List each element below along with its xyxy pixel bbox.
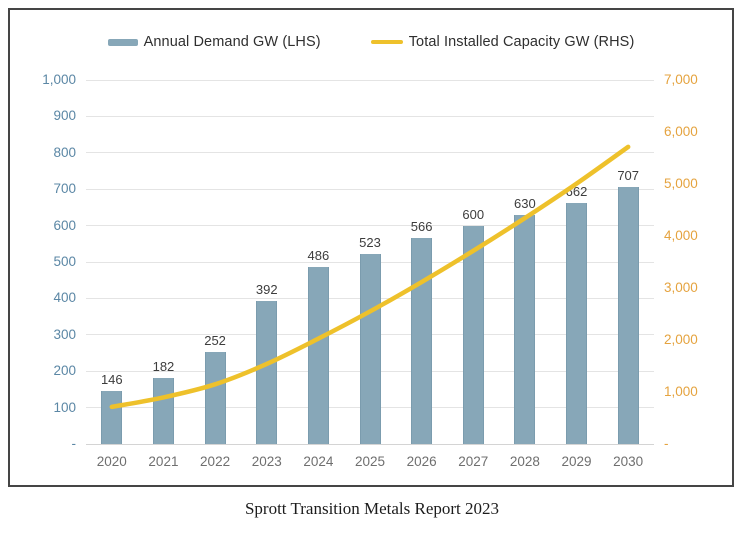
- right-axis-tick-label: 7,000: [664, 72, 698, 87]
- bar: [204, 352, 226, 444]
- x-axis-label: 2021: [148, 454, 179, 469]
- x-axis-label: 2030: [613, 454, 644, 469]
- bar: [514, 214, 536, 444]
- x-axis-label: 2029: [561, 454, 592, 469]
- left-axis-tick-label: 700: [53, 181, 76, 197]
- legend: Annual Demand GW (LHS) Total Installed C…: [10, 30, 732, 54]
- x-axis-label: 2020: [96, 454, 127, 469]
- right-axis-tick-label: 1,000: [664, 384, 698, 399]
- gridline: [86, 225, 654, 227]
- gridline: [86, 79, 654, 81]
- gridline: [86, 115, 654, 117]
- x-axis-label: 2025: [354, 454, 386, 469]
- left-axis-tick-label: 600: [53, 217, 76, 233]
- bar-value-label: 600: [462, 206, 485, 222]
- source-caption: Sprott Transition Metals Report 2023: [244, 499, 500, 518]
- bar: [566, 203, 588, 444]
- x-axis-label: 2022: [200, 454, 231, 469]
- x-axis-label: 2026: [406, 454, 437, 469]
- gridline: [86, 188, 654, 190]
- capacity-line: [109, 144, 631, 410]
- bar-value-label: 566: [410, 218, 433, 234]
- right-axis-tick-label: 6,000: [664, 124, 698, 139]
- x-axis-label: 2027: [458, 454, 489, 469]
- gridline: [86, 152, 654, 154]
- legend-label-annual-demand: Annual Demand GW (LHS): [143, 34, 321, 50]
- bar-value-label: 523: [359, 234, 381, 250]
- x-axis-label: 2023: [251, 454, 282, 469]
- bar: [411, 237, 433, 444]
- left-axis-tick-label: 900: [53, 108, 76, 124]
- chart-frame: Annual Demand GW (LHS) Total Installed C…: [8, 8, 734, 487]
- capacity-line-path: [109, 144, 631, 410]
- left-axis-tick-label: 200: [53, 363, 76, 379]
- bar-value-label: 707: [617, 167, 640, 183]
- legend-label-installed-capacity: Total Installed Capacity GW (RHS): [408, 34, 635, 50]
- gridline: [86, 443, 654, 445]
- bar-value-label: 182: [152, 358, 175, 374]
- left-axis-tick-label: 1,000: [42, 72, 76, 87]
- bar: [617, 186, 639, 444]
- x-axis-label: 2028: [509, 454, 540, 469]
- bar-value-label: 146: [100, 371, 123, 387]
- right-axis-tick-label: 2,000: [664, 332, 698, 347]
- right-axis-tick-label: 5,000: [664, 176, 698, 191]
- legend-item-installed-capacity: Total Installed Capacity GW (RHS): [370, 34, 635, 50]
- left-axis-tick-label: 300: [53, 326, 76, 342]
- right-axis-tick-label: -: [664, 436, 669, 451]
- bar: [462, 225, 484, 444]
- bar: [307, 267, 329, 444]
- right-axis-tick-label: 3,000: [664, 280, 698, 295]
- bar-value-label: 486: [307, 248, 330, 264]
- bar: [256, 301, 278, 444]
- left-axis-tick-label: 100: [53, 399, 76, 415]
- left-axis-tick-label: 800: [53, 144, 76, 160]
- bar-value-label: 630: [514, 195, 536, 211]
- bar: [359, 253, 381, 444]
- bar-value-label: 392: [255, 282, 278, 298]
- right-axis-tick-label: 4,000: [664, 228, 698, 243]
- left-axis-tick-label: 400: [53, 290, 76, 306]
- left-axis-tick-label: 500: [53, 254, 76, 269]
- legend-item-annual-demand: Annual Demand GW (LHS): [107, 34, 321, 50]
- x-axis-label: 2024: [303, 454, 334, 469]
- left-axis-tick-label: -: [71, 436, 77, 451]
- line-series-legend-marker: [370, 40, 403, 44]
- bar-value-label: 252: [204, 333, 226, 349]
- bar-series-legend-marker: [107, 38, 138, 46]
